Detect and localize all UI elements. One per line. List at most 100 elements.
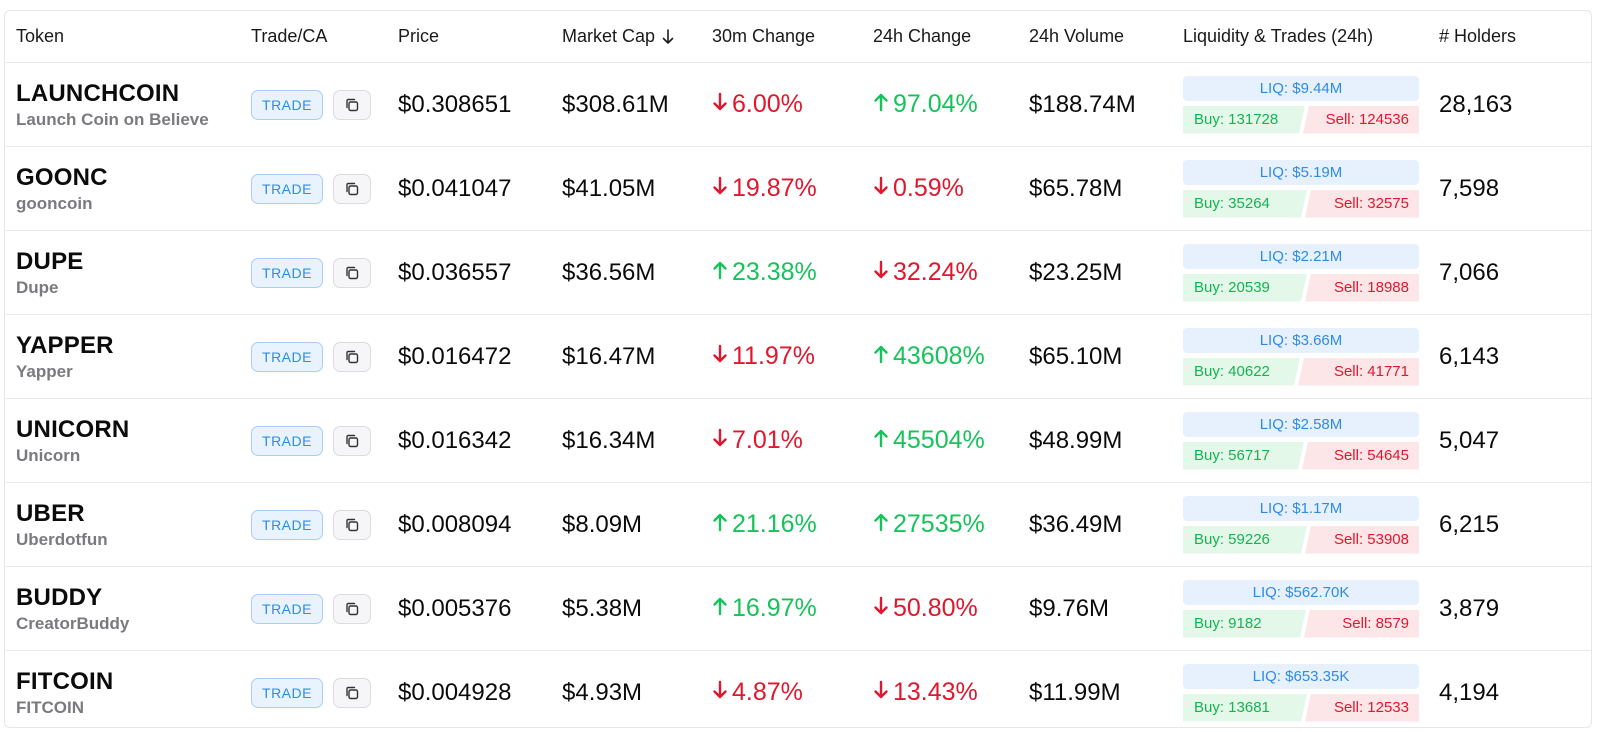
market-cap-value: $8.09M bbox=[562, 510, 643, 538]
liquidity-badge: LIQ: $562.70K bbox=[1183, 579, 1419, 605]
trade-button[interactable]: TRADE bbox=[251, 89, 323, 120]
market-cap-value: $16.47M bbox=[562, 342, 656, 370]
trade-button[interactable]: TRADE bbox=[251, 593, 323, 624]
token-symbol[interactable]: UBER bbox=[16, 499, 85, 527]
token-symbol[interactable]: YAPPER bbox=[16, 331, 114, 359]
trade-button[interactable]: TRADE bbox=[251, 341, 323, 372]
column-header-price[interactable]: Price bbox=[398, 26, 440, 46]
liquidity-cell: LIQ: $9.44M Buy: 131728 Sell: 124536 bbox=[1183, 75, 1439, 134]
column-header-market-cap[interactable]: Market Cap bbox=[562, 26, 712, 47]
change-24h: 97.04% bbox=[873, 90, 1029, 119]
arrow-down-icon bbox=[712, 426, 730, 455]
token-symbol[interactable]: BUDDY bbox=[16, 583, 103, 611]
table-row[interactable]: FITCOIN FITCOIN TRADE $0.004928 $4.93M 4… bbox=[5, 651, 1591, 727]
copy-address-button[interactable] bbox=[333, 593, 371, 624]
liquidity-badge: LIQ: $3.66M bbox=[1183, 327, 1419, 353]
token-symbol[interactable]: LAUNCHCOIN bbox=[16, 79, 180, 107]
buy-sell-bar: Buy: 59226 Sell: 53908 bbox=[1183, 525, 1419, 554]
column-header-liquidity[interactable]: Liquidity & Trades (24h) bbox=[1183, 26, 1374, 46]
table-row[interactable]: UBER Uberdotfun TRADE $0.008094 $8.09M 2… bbox=[5, 483, 1591, 567]
trade-button[interactable]: TRADE bbox=[251, 173, 323, 204]
change-24h: 27535% bbox=[873, 510, 1029, 539]
change-24h: 13.43% bbox=[873, 678, 1029, 707]
holders-value: 6,215 bbox=[1439, 510, 1500, 538]
change-30m-value: 7.01% bbox=[732, 426, 803, 454]
change-24h-value: 43608% bbox=[893, 342, 985, 370]
trade-button[interactable]: TRADE bbox=[251, 677, 323, 708]
column-header-24h-change[interactable]: 24h Change bbox=[873, 26, 972, 46]
volume-value: $48.99M bbox=[1029, 426, 1123, 454]
column-header-trade: Trade/CA bbox=[251, 26, 328, 46]
liquidity-badge: LIQ: $2.21M bbox=[1183, 243, 1419, 269]
liquidity-badge: LIQ: $2.58M bbox=[1183, 411, 1419, 437]
token-cell[interactable]: YAPPER Yapper bbox=[5, 332, 251, 382]
volume-value: $11.99M bbox=[1029, 678, 1121, 706]
table-row[interactable]: LAUNCHCOIN Launch Coin on Believe TRADE … bbox=[5, 63, 1591, 147]
table-row[interactable]: GOONC gooncoin TRADE $0.041047 $41.05M 1… bbox=[5, 147, 1591, 231]
change-30m: 16.97% bbox=[712, 594, 873, 623]
arrow-down-icon bbox=[712, 678, 730, 707]
token-name: Uberdotfun bbox=[16, 529, 108, 549]
market-cap-value: $36.56M bbox=[562, 258, 656, 286]
arrow-down-icon bbox=[873, 174, 891, 203]
trade-button[interactable]: TRADE bbox=[251, 509, 323, 540]
table-row[interactable]: BUDDY CreatorBuddy TRADE $0.005376 $5.38… bbox=[5, 567, 1591, 651]
column-header-24h-volume[interactable]: 24h Volume bbox=[1029, 26, 1125, 46]
token-symbol[interactable]: UNICORN bbox=[16, 415, 130, 443]
token-cell[interactable]: UNICORN Unicorn bbox=[5, 416, 251, 466]
price-value: $0.308651 bbox=[398, 90, 512, 118]
change-24h-value: 97.04% bbox=[893, 90, 978, 118]
market-cap-value: $4.93M bbox=[562, 678, 643, 706]
token-cell[interactable]: GOONC gooncoin bbox=[5, 164, 251, 214]
holders-value: 28,163 bbox=[1439, 90, 1513, 118]
token-cell[interactable]: UBER Uberdotfun bbox=[5, 500, 251, 550]
copy-address-button[interactable] bbox=[333, 509, 371, 540]
column-header-holders[interactable]: # Holders bbox=[1439, 26, 1517, 46]
buy-count: Buy: 9182 bbox=[1183, 610, 1306, 638]
copy-icon bbox=[344, 97, 360, 113]
token-cell[interactable]: FITCOIN FITCOIN bbox=[5, 668, 251, 718]
sort-arrow-down-icon bbox=[662, 28, 674, 45]
buy-count: Buy: 35264 bbox=[1183, 190, 1307, 218]
token-symbol[interactable]: DUPE bbox=[16, 247, 84, 275]
liquidity-cell: LIQ: $2.58M Buy: 56717 Sell: 54645 bbox=[1183, 411, 1439, 470]
buy-count: Buy: 13681 bbox=[1183, 694, 1307, 722]
token-cell[interactable]: LAUNCHCOIN Launch Coin on Believe bbox=[5, 80, 251, 130]
copy-address-button[interactable] bbox=[333, 89, 371, 120]
table-row[interactable]: DUPE Dupe TRADE $0.036557 $36.56M 23.38% bbox=[5, 231, 1591, 315]
table-row[interactable]: YAPPER Yapper TRADE $0.016472 $16.47M 11… bbox=[5, 315, 1591, 399]
column-header-30m-change[interactable]: 30m Change bbox=[712, 26, 816, 46]
sell-count: Sell: 41771 bbox=[1298, 357, 1419, 386]
column-header-token[interactable]: Token bbox=[16, 26, 65, 46]
price-value: $0.008094 bbox=[398, 510, 512, 538]
holders-value: 7,598 bbox=[1439, 174, 1500, 202]
trade-button[interactable]: TRADE bbox=[251, 257, 323, 288]
token-name: FITCOIN bbox=[16, 697, 84, 717]
copy-address-button[interactable] bbox=[333, 257, 371, 288]
copy-address-button[interactable] bbox=[333, 425, 371, 456]
price-value: $0.016342 bbox=[398, 426, 512, 454]
sell-count: Sell: 54645 bbox=[1302, 441, 1419, 470]
liquidity-badge: LIQ: $5.19M bbox=[1183, 159, 1419, 185]
trade-button[interactable]: TRADE bbox=[251, 425, 323, 456]
change-30m-value: 23.38% bbox=[732, 258, 817, 286]
copy-address-button[interactable] bbox=[333, 173, 371, 204]
copy-address-button[interactable] bbox=[333, 677, 371, 708]
liquidity-badge: LIQ: $1.17M bbox=[1183, 495, 1419, 521]
market-cap-value: $308.61M bbox=[562, 90, 669, 118]
liquidity-badge: LIQ: $9.44M bbox=[1183, 75, 1419, 101]
change-24h-value: 45504% bbox=[893, 426, 985, 454]
liquidity-cell: LIQ: $2.21M Buy: 20539 Sell: 18988 bbox=[1183, 243, 1439, 302]
token-cell[interactable]: DUPE Dupe bbox=[5, 248, 251, 298]
price-value: $0.036557 bbox=[398, 258, 512, 286]
token-symbol[interactable]: FITCOIN bbox=[16, 667, 114, 695]
buy-sell-bar: Buy: 35264 Sell: 32575 bbox=[1183, 189, 1419, 218]
table-row[interactable]: UNICORN Unicorn TRADE $0.016342 $16.34M … bbox=[5, 399, 1591, 483]
token-symbol[interactable]: GOONC bbox=[16, 163, 108, 191]
copy-address-button[interactable] bbox=[333, 341, 371, 372]
arrow-up-icon bbox=[873, 342, 891, 371]
volume-value: $9.76M bbox=[1029, 594, 1110, 622]
trade-cell: TRADE bbox=[251, 425, 398, 456]
arrow-down-icon bbox=[712, 174, 730, 203]
token-cell[interactable]: BUDDY CreatorBuddy bbox=[5, 584, 251, 634]
